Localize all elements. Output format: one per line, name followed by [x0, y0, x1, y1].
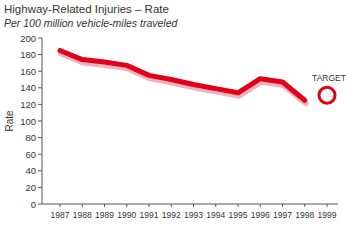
y-tick — [38, 154, 42, 155]
x-tick-label: 1991 — [140, 210, 159, 220]
chart-svg: Highway-Related Injuries – Rate Per 100 m… — [0, 0, 346, 236]
y-tick-label: 60 — [25, 149, 36, 160]
x-tick-label: 1988 — [73, 210, 92, 220]
x-tick — [193, 204, 194, 207]
y-tick-label: 100 — [20, 116, 36, 127]
y-tick — [38, 170, 42, 171]
line — [60, 50, 305, 100]
x-tick-label: 1995 — [229, 210, 248, 220]
x-tick-label: 1992 — [162, 210, 181, 220]
plot-area — [60, 50, 335, 103]
x-tick — [104, 204, 105, 207]
x-tick — [149, 204, 150, 207]
chart: Highway-Related Injuries – Rate Per 100 m… — [0, 0, 346, 236]
x-tick — [215, 204, 216, 207]
y-tick-label: 0 — [31, 199, 36, 210]
y-tick-label: 40 — [25, 165, 36, 176]
x-tick-label: 1996 — [251, 210, 270, 220]
x-tick — [304, 204, 305, 207]
y-tick-label: 180 — [20, 49, 36, 60]
y-tick — [38, 54, 42, 55]
x-axis — [42, 204, 338, 205]
x-tick-label: 1989 — [95, 210, 114, 220]
y-tick — [38, 71, 42, 72]
y-tick — [38, 204, 42, 205]
x-tick-label: 1997 — [273, 210, 292, 220]
x-tick-label: 1999 — [318, 210, 337, 220]
x-tick-label: 1998 — [295, 210, 314, 220]
y-tick-label: 20 — [25, 182, 36, 193]
x-tick — [282, 204, 283, 207]
subtitle: Per 100 million vehicle-miles traveled — [4, 17, 178, 29]
x-tick-label: 1993 — [184, 210, 203, 220]
x-tick-label: 1990 — [117, 210, 136, 220]
y-tick-label: 140 — [20, 82, 36, 93]
title: Highway-Related Injuries – Rate — [4, 3, 169, 15]
x-tick — [327, 204, 328, 207]
x-tick — [60, 204, 61, 207]
y-tick — [38, 104, 42, 105]
target-label: TARGET — [312, 73, 346, 83]
y-tick — [38, 38, 42, 39]
y-tick — [38, 137, 42, 138]
y-axis-label: Rate — [4, 110, 15, 132]
x-tick — [171, 204, 172, 207]
y-tick — [38, 121, 42, 122]
x-tick — [260, 204, 261, 207]
y-tick-label: 200 — [20, 33, 36, 44]
y-tick — [38, 187, 42, 188]
target-marker — [319, 87, 335, 103]
x-tick — [126, 204, 127, 207]
x-tick — [82, 204, 83, 207]
y-tick-label: 80 — [25, 132, 36, 143]
x-tick-label: 1994 — [206, 210, 225, 220]
x-tick-label: 1987 — [51, 210, 70, 220]
x-tick — [238, 204, 239, 207]
y-tick-label: 160 — [20, 66, 36, 77]
y-tick-label: 120 — [20, 99, 36, 110]
y-tick — [38, 87, 42, 88]
